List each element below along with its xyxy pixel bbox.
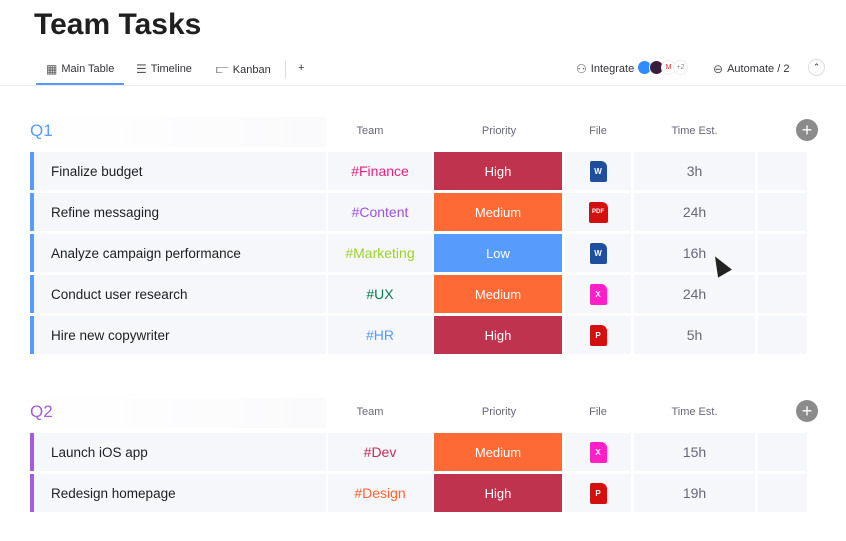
task-name[interactable]: Hire new copywriter [34, 316, 326, 354]
priority-status[interactable]: High [434, 474, 562, 512]
time-estimate[interactable]: 16h [634, 234, 755, 272]
gmail-icon: M [661, 60, 676, 75]
team-tag[interactable]: #Finance [328, 152, 432, 190]
team-tag[interactable]: #Design [328, 474, 432, 512]
group-header: Q2 Team Priority File Time Est. + [0, 398, 846, 428]
column-time[interactable]: Time Est. [671, 406, 718, 418]
task-name[interactable]: Analyze campaign performance [34, 234, 326, 272]
priority-status[interactable]: High [434, 316, 562, 354]
table-row: Launch iOS app #Dev Medium X 15h [0, 433, 846, 471]
add-column-button[interactable]: + [796, 400, 818, 422]
column-file[interactable]: File [589, 125, 607, 137]
empty-cell [758, 193, 807, 231]
priority-status[interactable]: Medium [434, 193, 562, 231]
file-cell[interactable]: W [565, 152, 631, 190]
view-tabs: ▦ Main Table ☰ Timeline ⫍ Kanban + ⚇ Integra… [0, 56, 846, 86]
table-icon: ▦ [46, 62, 58, 76]
column-team[interactable]: Team [356, 406, 384, 418]
task-name[interactable]: Finalize budget [34, 152, 326, 190]
chevron-up-icon: ⌃ [812, 62, 821, 72]
table-row: Redesign homepage #Design High P 19h [0, 474, 846, 512]
task-name[interactable]: Redesign homepage [34, 474, 326, 512]
group-title[interactable]: Q2 [30, 402, 53, 421]
priority-status[interactable]: Medium [434, 433, 562, 471]
group-color-bar [30, 433, 34, 471]
column-time[interactable]: Time Est. [671, 125, 718, 137]
empty-cell [758, 234, 807, 272]
group-color-bar [30, 193, 34, 231]
group-header: Q1 Team Priority File Time Est. + [0, 117, 846, 147]
file-icon[interactable]: W [589, 160, 607, 182]
team-tag[interactable]: #Marketing [328, 234, 432, 272]
file-cell[interactable]: PDF [565, 193, 631, 231]
integrate-icon: ⚇ [576, 62, 587, 76]
priority-status[interactable]: Low [434, 234, 562, 272]
timeline-icon: ☰ [136, 62, 147, 76]
team-tag[interactable]: #Dev [328, 433, 432, 471]
add-column-button[interactable]: + [796, 119, 818, 141]
team-tag[interactable]: #Content [328, 193, 432, 231]
file-icon[interactable]: W [589, 242, 607, 264]
empty-cell [758, 474, 807, 512]
time-estimate[interactable]: 3h [634, 152, 755, 190]
empty-cell [758, 316, 807, 354]
tab-main-table[interactable]: ▦ Main Table [35, 62, 125, 85]
time-estimate[interactable]: 24h [634, 275, 755, 313]
table-row: Finalize budget #Finance High W 3h [0, 152, 846, 190]
time-estimate[interactable]: 19h [634, 474, 755, 512]
table-row: Conduct user research #UX Medium X 24h [0, 275, 846, 313]
column-file[interactable]: File [589, 406, 607, 418]
integration-avatars[interactable]: M +2 [637, 60, 688, 75]
priority-status[interactable]: Medium [434, 275, 562, 313]
table-row: Hire new copywriter #HR High P 5h [0, 316, 846, 354]
table-row: Analyze campaign performance #Marketing … [0, 234, 846, 272]
group-title[interactable]: Q1 [30, 121, 53, 140]
group-color-bar [30, 234, 34, 272]
file-icon[interactable]: P [589, 482, 607, 504]
task-name[interactable]: Refine messaging [34, 193, 326, 231]
more-count: +2 [673, 60, 688, 75]
empty-cell [758, 275, 807, 313]
page-title: Team Tasks [34, 8, 202, 41]
task-name[interactable]: Launch iOS app [34, 433, 326, 471]
time-estimate[interactable]: 24h [634, 193, 755, 231]
kanban-icon: ⫍ [216, 62, 229, 76]
team-tag[interactable]: #HR [328, 316, 432, 354]
time-estimate[interactable]: 5h [634, 316, 755, 354]
file-cell[interactable]: X [565, 275, 631, 313]
empty-cell [758, 152, 807, 190]
file-icon[interactable]: X [589, 283, 607, 305]
file-cell[interactable]: P [565, 474, 631, 512]
group-color-bar [30, 474, 34, 512]
group-q1: Q1 Team Priority File Time Est. + Finali… [0, 117, 846, 357]
collapse-button[interactable]: ⌃ [808, 59, 825, 76]
column-team[interactable]: Team [356, 125, 384, 137]
add-view-button[interactable]: + [298, 62, 305, 74]
file-cell[interactable]: X [565, 433, 631, 471]
group-color-bar [30, 275, 34, 313]
group-color-bar [30, 316, 34, 354]
team-tag[interactable]: #UX [328, 275, 432, 313]
file-icon[interactable]: PDF [588, 201, 608, 223]
priority-status[interactable]: High [434, 152, 562, 190]
group-color-bar [30, 152, 34, 190]
file-cell[interactable]: P [565, 316, 631, 354]
table-row: Refine messaging #Content Medium PDF 24h [0, 193, 846, 231]
column-priority[interactable]: Priority [481, 125, 517, 137]
group-q2: Q2 Team Priority File Time Est. + Launch… [0, 398, 846, 515]
task-name[interactable]: Conduct user research [34, 275, 326, 313]
robot-icon: ⊖ [713, 62, 724, 76]
tab-kanban[interactable]: ⫍ Kanban [216, 62, 271, 76]
tab-timeline[interactable]: ☰ Timeline [136, 62, 192, 76]
file-icon[interactable]: P [589, 324, 607, 346]
file-icon[interactable]: X [589, 441, 607, 463]
file-cell[interactable]: W [565, 234, 631, 272]
divider [285, 61, 286, 79]
integrate-button[interactable]: ⚇ Integrate [576, 62, 635, 76]
empty-cell [758, 433, 807, 471]
time-estimate[interactable]: 15h [634, 433, 755, 471]
column-priority[interactable]: Priority [481, 406, 517, 418]
automate-button[interactable]: ⊖ Automate / 2 [713, 62, 790, 76]
